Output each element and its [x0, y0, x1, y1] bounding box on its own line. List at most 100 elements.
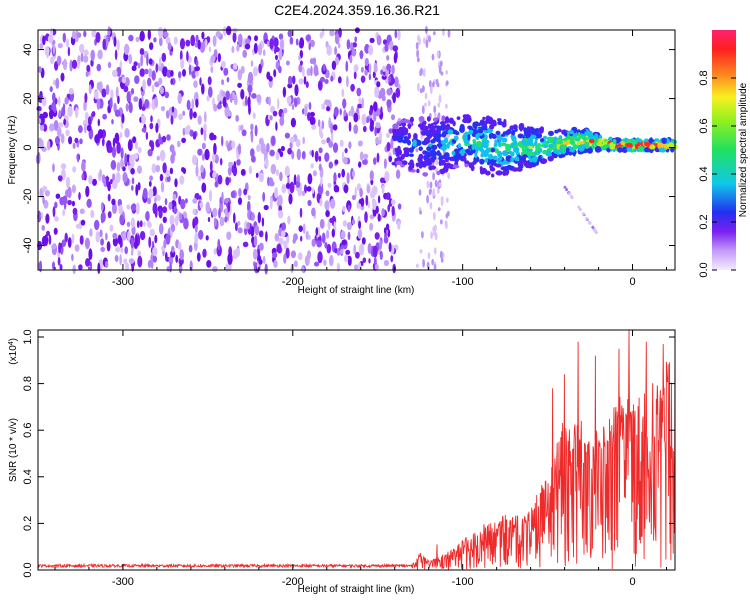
noise-cell [281, 222, 287, 231]
noise-cell [209, 160, 213, 173]
noise-cell [101, 137, 105, 147]
signal-cell [518, 124, 524, 131]
noise-cell [328, 117, 332, 129]
noise-cell [146, 54, 149, 66]
noise-cell [324, 200, 330, 211]
noise-cell [432, 172, 435, 181]
noise-cell [323, 259, 327, 266]
signal-cell [598, 138, 603, 144]
noise-cell [357, 103, 363, 109]
noise-cell [54, 216, 59, 222]
noise-cell [362, 257, 367, 264]
noise-cell [116, 39, 120, 52]
noise-cell [391, 114, 395, 121]
noise-cell [351, 194, 356, 201]
noise-cell [192, 198, 198, 204]
noise-cell [178, 71, 182, 79]
noise-cell [317, 119, 321, 128]
noise-cell [311, 187, 315, 194]
noise-cell [128, 102, 133, 114]
noise-cell [391, 64, 395, 75]
noise-cell [179, 212, 183, 221]
signal-cell [422, 125, 429, 132]
signal-cell [627, 139, 632, 144]
noise-cell [150, 140, 155, 152]
noise-cell [145, 131, 149, 140]
noise-cell [321, 27, 325, 37]
noise-cell [42, 35, 46, 46]
noise-cell [379, 130, 382, 141]
noise-cell [347, 204, 351, 213]
noise-cell [429, 188, 432, 194]
signal-cell [568, 130, 575, 135]
noise-cell [293, 260, 298, 268]
noise-cell [334, 159, 339, 165]
noise-cell [346, 39, 351, 50]
noise-cell [427, 100, 431, 107]
noise-cell [361, 113, 367, 126]
noise-cell [88, 175, 93, 185]
noise-cell [188, 64, 192, 76]
noise-cell [392, 263, 397, 274]
noise-cell [274, 233, 280, 242]
signal-cell [548, 138, 553, 144]
snr-series [37, 329, 676, 570]
noise-cell [281, 112, 285, 119]
signal-cell [404, 149, 410, 156]
noise-cell [369, 170, 374, 181]
noise-cell [362, 125, 367, 133]
signal-cell [395, 147, 401, 154]
noise-cell [353, 64, 359, 73]
noise-cell [360, 197, 365, 207]
noise-cell [227, 143, 231, 152]
signal-cell [407, 132, 411, 140]
noise-cell [377, 213, 381, 222]
noise-cell [170, 115, 174, 125]
noise-cell [60, 133, 65, 144]
noise-cell [62, 209, 66, 217]
signal-cell [557, 128, 562, 133]
signal-cell [413, 133, 418, 140]
signal-cell [488, 133, 493, 140]
signal-cell [637, 145, 644, 152]
noise-cell [163, 239, 167, 249]
noise-cell [445, 221, 448, 230]
noise-cell [368, 44, 374, 56]
noise-cell [140, 54, 144, 67]
noise-cell [259, 242, 264, 251]
noise-cell [359, 151, 364, 161]
noise-cell [254, 35, 258, 42]
signal-cell [644, 141, 648, 147]
noise-cell [377, 195, 381, 204]
noise-cell [431, 258, 435, 266]
noise-cell [339, 108, 342, 116]
noise-cell [329, 254, 334, 267]
noise-cell [137, 62, 141, 69]
noise-cell [126, 91, 131, 103]
noise-cell [278, 65, 282, 74]
signal-cell [535, 145, 541, 152]
noise-cell [250, 123, 254, 131]
noise-cell [225, 90, 230, 101]
noise-cell [422, 68, 426, 78]
noise-cell [213, 103, 218, 112]
signal-cell [432, 117, 438, 122]
noise-cell [119, 131, 123, 139]
signal-cell [489, 166, 496, 172]
noise-cell [380, 106, 383, 115]
noise-cell [320, 76, 325, 83]
noise-cell [197, 148, 203, 156]
noise-cell [359, 187, 363, 198]
noise-cell [203, 129, 207, 142]
noise-cell [261, 217, 265, 227]
noise-cell [95, 32, 101, 43]
noise-cell [212, 35, 217, 47]
noise-cell [422, 85, 425, 93]
noise-cell [135, 36, 140, 43]
noise-cell [154, 96, 158, 108]
noise-cell [320, 177, 323, 187]
noise-cell [275, 151, 280, 161]
noise-cell [424, 102, 427, 107]
noise-cell [287, 75, 293, 85]
signal-cell [522, 154, 528, 159]
